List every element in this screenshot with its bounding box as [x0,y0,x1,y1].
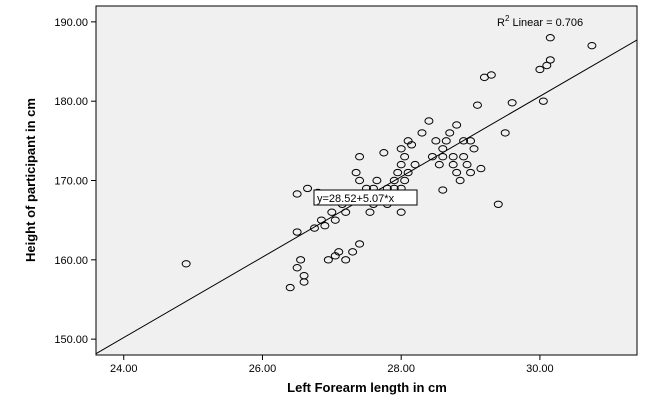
data-point [351,168,361,177]
data-point [400,153,410,161]
plot-area [95,5,638,356]
y-tick-label: 170.00 [54,176,88,188]
y-tick-label: 190.00 [54,17,88,29]
data-point [466,137,476,145]
data-point [545,34,555,42]
data-point [320,222,330,230]
x-tick-label: 28.00 [387,363,415,375]
x-axis-title: Left Forearm length in cm [287,380,447,395]
data-point [452,121,462,129]
y-tick-label: 180.00 [54,96,88,108]
data-point [396,160,406,169]
data-point [389,176,399,185]
data-point [535,65,545,74]
y-tick-label: 160.00 [54,255,88,267]
data-point [292,190,302,198]
data-point [330,216,340,224]
data-point [355,153,365,161]
data-point [459,137,469,145]
data-point [417,129,427,137]
data-point [309,224,319,232]
x-tick-label: 24.00 [110,363,138,375]
x-tick-label: 26.00 [249,363,277,375]
data-point [472,101,482,109]
data-point [424,117,434,125]
data-point [462,160,472,169]
data-point [545,56,555,64]
data-point [303,184,313,193]
data-point [431,137,441,145]
data-point [327,208,337,216]
data-point [441,137,451,145]
y-axis-title: Height of participant in cm [23,98,38,262]
r2-annotation: R2 Linear = 0.706 [497,14,583,29]
data-point [296,256,306,264]
data-point [400,176,410,185]
data-point [285,283,295,292]
data-point [292,264,302,272]
data-point [500,129,510,137]
data-point [323,256,333,264]
data-point [355,176,365,185]
data-point [434,160,444,169]
data-point [292,228,302,236]
data-point [407,141,417,149]
data-point [355,240,365,248]
data-point [448,153,458,161]
data-point [466,168,476,177]
data-point [299,278,309,286]
data-point [587,41,597,50]
data-point [438,153,448,161]
data-point [507,99,517,107]
x-tick-label: 30.00 [526,363,554,375]
data-point [379,149,389,157]
data-point [181,260,191,268]
data-point [393,168,403,177]
data-point [476,164,486,173]
data-point [486,71,496,79]
data-point [445,129,455,137]
equation-box: y=28.52+5.07*x [313,189,418,206]
data-point [455,176,465,185]
data-point [396,145,406,153]
data-point [459,153,469,161]
data-point [365,208,375,216]
data-point [372,176,382,185]
data-point [469,145,479,153]
data-point [438,186,448,194]
data-point [334,248,344,256]
data-point [403,168,413,177]
data-point [493,200,503,208]
data-point [348,248,358,256]
data-point [341,256,351,264]
data-point [438,145,448,153]
data-point [396,208,406,216]
data-point [410,160,420,169]
equation-label: y=28.52+5.07*x [317,193,395,205]
data-point [448,160,458,169]
y-tick-label: 150.00 [54,334,88,346]
data-point [452,168,462,177]
data-point [538,97,548,105]
